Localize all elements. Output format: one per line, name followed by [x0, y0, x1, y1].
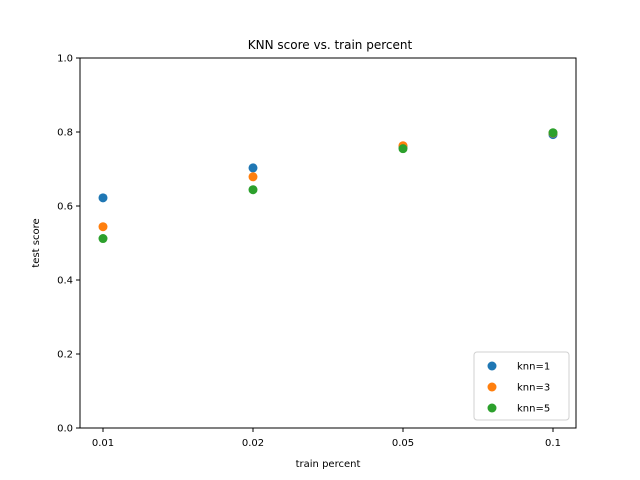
legend-box: [473, 351, 570, 421]
y-tick-label: 0.4: [57, 276, 73, 287]
plot-area: [98, 128, 558, 244]
x-tick-label: 0.05: [392, 438, 414, 449]
legend: knn=1 knn=3 knn=5: [473, 351, 570, 421]
data-point-knn-5-0.05: [398, 144, 408, 154]
data-point-knn-3-0.02: [248, 172, 258, 182]
y-axis-label: test score: [31, 218, 42, 267]
x-tick-label: 0.02: [242, 438, 264, 449]
legend-marker: [487, 403, 497, 413]
data-point-knn-1-0.01: [98, 193, 108, 203]
y-tick-label: 0.6: [57, 202, 73, 213]
legend-marker: [487, 382, 497, 392]
data-point-knn-3-0.01: [98, 222, 108, 232]
y-tick-label: 0.0: [57, 424, 73, 435]
legend-marker: [487, 361, 497, 371]
data-point-knn-5-0.01: [98, 234, 108, 244]
plot-frame: [79, 57, 577, 429]
x-tick-label: 0.01: [92, 438, 114, 449]
data-point-knn-5-0.02: [248, 185, 258, 195]
y-axis-ticks: 0.0 0.2 0.4 0.6 0.8 1.0: [57, 54, 80, 435]
y-tick-label: 0.8: [57, 128, 73, 139]
legend-label: knn=1: [517, 362, 550, 373]
data-point-knn-5-0.1: [548, 128, 558, 138]
x-tick-label: 0.1: [545, 438, 561, 449]
x-axis-label: train percent: [296, 459, 361, 470]
chart-title: KNN score vs. train percent: [248, 38, 413, 52]
y-tick-label: 0.2: [57, 350, 73, 361]
data-point-knn-1-0.02: [248, 163, 258, 173]
legend-label: knn=3: [517, 383, 550, 394]
legend-label: knn=5: [517, 404, 550, 415]
y-tick-label: 1.0: [57, 54, 73, 65]
x-axis-ticks: 0.01 0.02 0.05 0.1: [92, 428, 561, 449]
